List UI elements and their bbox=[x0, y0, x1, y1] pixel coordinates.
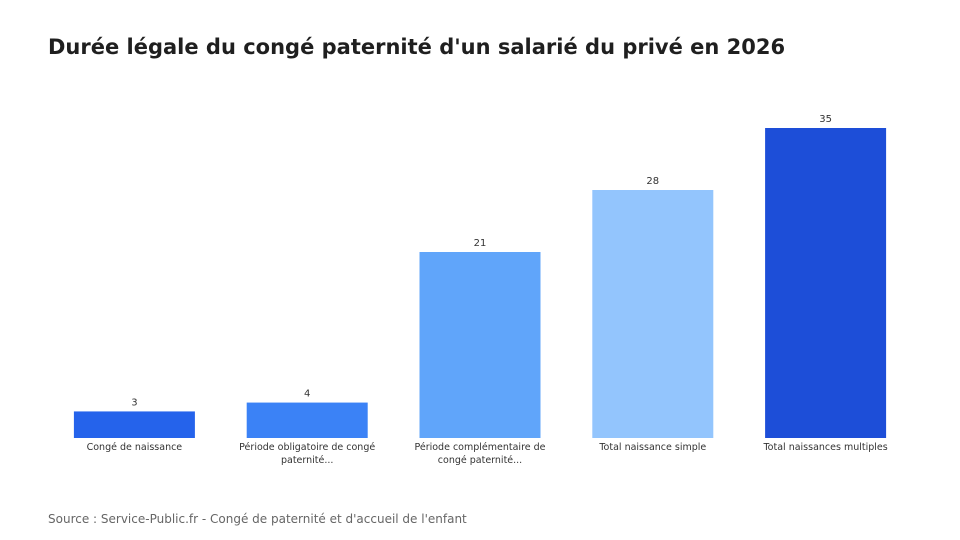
category-label-1: Congé de naissance bbox=[87, 442, 183, 453]
value-label-1: 3 bbox=[131, 397, 137, 408]
category-label-line: Total naissances multiples bbox=[762, 442, 887, 453]
category-label-line: Congé de naissance bbox=[87, 442, 183, 453]
bar-5 bbox=[765, 128, 887, 438]
bar-2 bbox=[246, 402, 368, 438]
value-labels-group: 3 4 21 28 35 bbox=[131, 114, 832, 408]
chart-title: Durée légale du congé paternité d'un sal… bbox=[48, 35, 786, 59]
category-label-5: Total naissances multiples bbox=[762, 442, 887, 453]
bars-group bbox=[73, 128, 887, 438]
category-label-2: Période obligatoire de congé paternité... bbox=[239, 442, 375, 466]
category-label-line: paternité... bbox=[281, 455, 333, 466]
bar-3 bbox=[419, 252, 541, 438]
source-note: Source : Service-Public.fr - Congé de pa… bbox=[48, 512, 467, 526]
value-label-5: 35 bbox=[819, 114, 832, 125]
value-label-2: 4 bbox=[304, 389, 310, 400]
category-labels-group: Congé de naissance Période obligatoire de… bbox=[87, 442, 888, 466]
category-label-line: Période obligatoire de congé bbox=[239, 442, 375, 453]
value-label-4: 28 bbox=[646, 176, 659, 187]
value-label-3: 21 bbox=[474, 238, 487, 249]
bar-4 bbox=[592, 190, 714, 438]
category-label-line: Période complémentaire de bbox=[414, 442, 545, 453]
bar-1 bbox=[73, 411, 195, 438]
category-label-3: Période complémentaire de congé paternité… bbox=[414, 442, 545, 466]
category-label-line: congé paternité... bbox=[438, 455, 522, 466]
category-label-line: Total naissance simple bbox=[598, 442, 706, 453]
category-label-4: Total naissance simple bbox=[598, 442, 706, 453]
